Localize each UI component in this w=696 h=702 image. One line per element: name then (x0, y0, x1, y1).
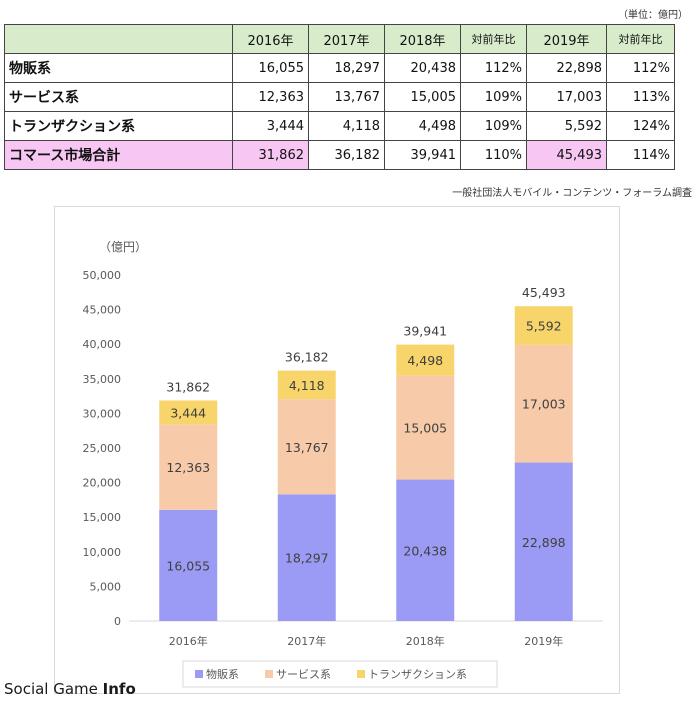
data-label: 17,003 (522, 397, 566, 412)
y-tick-label: 15,000 (83, 511, 122, 524)
table-row-total: コマース市場合計 31,862 36,182 39,941 110% 45,49… (4, 140, 675, 170)
bar-segment (277, 494, 336, 621)
table-cell: 36,182 (308, 140, 385, 170)
table-header-yoy-2018: 対前年比 (460, 24, 527, 54)
data-label: 15,005 (403, 421, 447, 436)
bar-segment (396, 375, 455, 480)
row-label-services: サービス系 (4, 82, 233, 112)
table-cell: 12,363 (232, 82, 309, 112)
bar-segment (396, 479, 455, 621)
table-cell: 20,438 (384, 53, 461, 83)
legend-label: 物販系 (206, 667, 239, 681)
row-label-transaction: トランザクション系 (4, 111, 233, 141)
table-cell: 124% (606, 111, 675, 141)
table-header-2016: 2016年 (232, 24, 309, 54)
y-tick-label: 10,000 (83, 546, 122, 559)
watermark-logo: Social Game Info (4, 680, 136, 698)
total-label: 45,493 (522, 285, 566, 300)
watermark-text-bold: Info (102, 680, 136, 698)
bar-segment (514, 344, 573, 463)
total-label: 31,862 (166, 380, 210, 395)
total-label: 36,182 (285, 350, 329, 365)
bar-segment (396, 344, 455, 376)
y-tick-label: 5,000 (90, 580, 122, 593)
x-tick-label: 2016年 (169, 634, 208, 648)
table-row: 物販系 16,055 18,297 20,438 112% 22,898 112… (4, 53, 675, 83)
table-cell: 109% (460, 82, 527, 112)
table-header-2019: 2019年 (526, 24, 607, 54)
table-cell: 114% (606, 140, 675, 170)
table-cell: 3,444 (232, 111, 309, 141)
table-cell: 109% (460, 111, 527, 141)
summary-table: 2016年 2017年 2018年 対前年比 2019年 対前年比 物販系 16… (4, 24, 675, 170)
table-cell: 15,005 (384, 82, 461, 112)
total-label: 39,941 (403, 324, 447, 339)
y-tick-label: 25,000 (83, 442, 122, 455)
legend-swatch (265, 670, 273, 678)
data-label: 4,498 (407, 353, 443, 368)
table-row: サービス系 12,363 13,767 15,005 109% 17,003 1… (4, 82, 675, 112)
bar-segment (159, 424, 218, 510)
bar-segment (159, 509, 218, 621)
table-row: トランザクション系 3,444 4,118 4,498 109% 5,592 1… (4, 111, 675, 141)
table-cell: 16,055 (232, 53, 309, 83)
x-tick-label: 2018年 (406, 634, 445, 648)
data-label: 13,767 (285, 440, 329, 455)
table-cell: 45,493 (526, 140, 607, 170)
watermark-text: Social Game (4, 680, 103, 698)
chart-frame: （億円） 0 5,000 10,000 15,000 20,000 25,000 30,000… (54, 206, 620, 694)
table-header-blank (4, 24, 233, 54)
table-cell: 112% (460, 53, 527, 83)
x-tick-label: 2019年 (524, 634, 563, 648)
y-tick-label: 50,000 (83, 269, 122, 282)
legend-label: トランザクション系 (368, 668, 467, 681)
legend-box (182, 660, 498, 688)
legend-swatch (357, 670, 365, 678)
stacked-bar-chart: （億円） 0 5,000 10,000 15,000 20,000 25,000 30,000… (83, 240, 603, 688)
unit-note: （単位：億円） (618, 10, 688, 21)
y-tick-label: 30,000 (83, 407, 122, 420)
bar-segment (277, 370, 336, 400)
table-cell: 5,592 (526, 111, 607, 141)
table-cell: 31,862 (232, 140, 309, 170)
bar-segment (277, 399, 336, 495)
data-label: 18,297 (285, 551, 329, 566)
table-cell: 13,767 (308, 82, 385, 112)
y-tick-label: 45,000 (83, 304, 122, 317)
table-cell: 110% (460, 140, 527, 170)
legend-swatch (195, 670, 203, 678)
bar-segment (159, 400, 218, 425)
y-tick-label: 40,000 (83, 338, 122, 351)
row-label-total: コマース市場合計 (4, 140, 233, 170)
data-label: 4,118 (289, 378, 325, 393)
bar-segment (514, 462, 573, 621)
x-tick-label: 2017年 (287, 634, 326, 648)
table-cell: 112% (606, 53, 675, 83)
data-label: 12,363 (166, 460, 210, 475)
table-cell: 18,297 (308, 53, 385, 83)
table-cell: 113% (606, 82, 675, 112)
y-tick-label: 20,000 (83, 477, 122, 490)
y-tick-label: 0 (114, 615, 121, 628)
data-label: 3,444 (170, 405, 206, 420)
table-header-row: 2016年 2017年 2018年 対前年比 2019年 対前年比 (4, 24, 675, 54)
table-header-2018: 2018年 (384, 24, 461, 54)
source-note: 一般社団法人モバイル・コンテンツ・フォーラム調査 (452, 188, 692, 199)
table-header-yoy-2019: 対前年比 (606, 24, 675, 54)
data-label: 5,592 (526, 319, 562, 334)
table-cell: 4,498 (384, 111, 461, 141)
y-tick-label: 35,000 (83, 373, 122, 386)
data-label: 22,898 (522, 535, 566, 550)
y-axis-label: （億円） (99, 240, 147, 254)
data-label: 16,055 (166, 558, 210, 573)
table-cell: 17,003 (526, 82, 607, 112)
row-label-goods: 物販系 (4, 53, 233, 83)
table-cell: 4,118 (308, 111, 385, 141)
bar-segment (514, 306, 573, 345)
table-cell: 22,898 (526, 53, 607, 83)
legend-label: サービス系 (276, 668, 331, 681)
table-cell: 39,941 (384, 140, 461, 170)
data-label: 20,438 (403, 543, 447, 558)
table-header-2017: 2017年 (308, 24, 385, 54)
